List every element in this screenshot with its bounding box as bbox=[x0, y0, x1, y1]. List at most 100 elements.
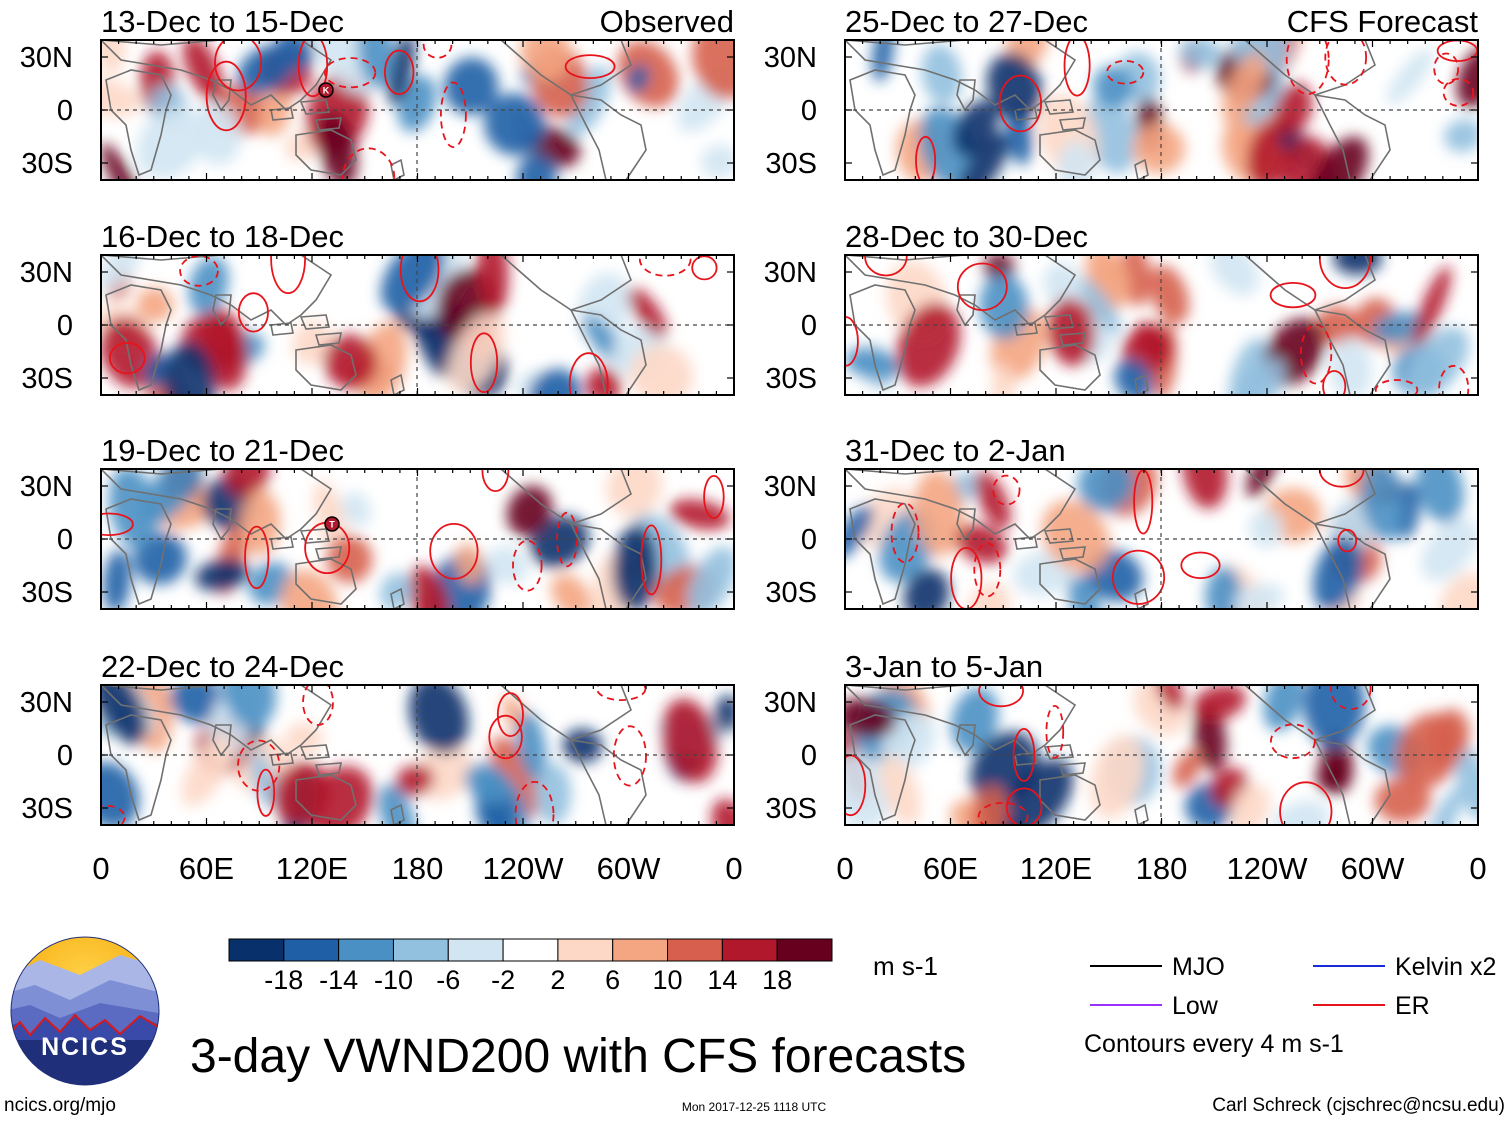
lon-label: 60W bbox=[1341, 851, 1405, 886]
lon-label: 60E bbox=[923, 851, 978, 886]
footer-timestamp: Mon 2017-12-25 1118 UTC bbox=[682, 1100, 827, 1114]
panel-ticks bbox=[100, 40, 735, 180]
colorbar-swatch bbox=[667, 938, 723, 962]
logo-text: NCICS bbox=[41, 1033, 129, 1061]
panel-ticks bbox=[100, 685, 735, 825]
anomaly-field bbox=[103, 469, 734, 609]
colorbar: -18 -14 -10 -6 -2 2 6 10 14 18 bbox=[228, 938, 833, 995]
panel-ticks bbox=[844, 685, 1479, 825]
lat-label: 30S bbox=[765, 363, 817, 395]
anomaly-field bbox=[845, 255, 1469, 395]
lat-label: 0 bbox=[57, 740, 73, 772]
panel-title: 16-Dec to 18-Dec bbox=[101, 219, 344, 254]
lon-label: 120W bbox=[1227, 851, 1309, 886]
lat-label: 30S bbox=[21, 793, 73, 825]
lat-label: 30N bbox=[764, 257, 817, 289]
lat-label: 30S bbox=[765, 793, 817, 825]
storm-marker bbox=[324, 516, 340, 532]
lat-label: 0 bbox=[57, 95, 73, 127]
panel-ticks bbox=[100, 255, 735, 395]
colorbar-swatch bbox=[228, 938, 285, 962]
column-header: CFS Forecast bbox=[1287, 4, 1479, 39]
er-contours bbox=[108, 255, 718, 395]
lat-label: 30S bbox=[21, 577, 73, 609]
colorbar-tick: -14 bbox=[319, 965, 358, 995]
colorbar-tick: 18 bbox=[762, 965, 792, 995]
storm-label: T bbox=[329, 520, 335, 530]
colorbar-swatch bbox=[338, 938, 394, 962]
lon-label: 0 bbox=[836, 851, 853, 886]
lat-label: 0 bbox=[801, 95, 817, 127]
lon-label: 0 bbox=[725, 851, 742, 886]
lat-label: 0 bbox=[57, 310, 73, 342]
panel-title: 19-Dec to 21-Dec bbox=[101, 433, 344, 468]
colorbar-swatch bbox=[557, 938, 614, 962]
longitude-axis: 0 60E 120E 180 120W 60W 0 0 60E 120E 180 120W 60W 0 bbox=[92, 851, 1486, 886]
colorbar-units: m s-1 bbox=[873, 951, 938, 981]
colorbar-swatch bbox=[721, 938, 778, 962]
map-panel: K 13-Dec to 15-Dec Observed 30N 0 30S bbox=[20, 4, 735, 181]
coastlines bbox=[101, 40, 647, 180]
map-panel: 25-Dec to 27-Dec CFS Forecast 30N 0 30S bbox=[764, 4, 1479, 181]
lat-label: 30S bbox=[765, 577, 817, 609]
panel-title: 28-Dec to 30-Dec bbox=[845, 219, 1088, 254]
er-contours bbox=[101, 469, 725, 596]
panel-title: 13-Dec to 15-Dec bbox=[101, 4, 344, 39]
colorbar-swatch bbox=[776, 938, 833, 962]
panel-ticks bbox=[844, 40, 1479, 180]
legend-label: Kelvin x2 bbox=[1395, 953, 1496, 981]
colorbar-tick: -6 bbox=[436, 965, 460, 995]
er-contours bbox=[205, 40, 616, 180]
lon-label: 120W bbox=[483, 851, 565, 886]
map-panel: T 19-Dec to 21-Dec 30N 0 30S bbox=[20, 433, 735, 610]
panel-title: 25-Dec to 27-Dec bbox=[845, 4, 1088, 39]
lat-label: 0 bbox=[801, 740, 817, 772]
panel-ticks bbox=[844, 469, 1479, 609]
map-panel: 31-Dec to 2-Jan 30N 0 30S bbox=[764, 433, 1479, 610]
lon-label: 60W bbox=[597, 851, 661, 886]
panels: K 13-Dec to 15-Dec Observed 30N 0 30S 16-Dec t… bbox=[20, 4, 1479, 826]
column-header: Observed bbox=[600, 4, 734, 39]
legend-label: Low bbox=[1172, 992, 1219, 1020]
panel-title: 3-Jan to 5-Jan bbox=[845, 649, 1043, 684]
colorbar-tick: -2 bbox=[491, 965, 515, 995]
colorbar-swatch bbox=[612, 938, 669, 962]
lon-label: 0 bbox=[92, 851, 109, 886]
lat-label: 0 bbox=[801, 524, 817, 556]
legend: MJO Kelvin x2 Low ER bbox=[1090, 953, 1496, 1020]
legend-label: MJO bbox=[1172, 953, 1225, 981]
anomaly-field bbox=[845, 685, 1478, 825]
lat-label: 0 bbox=[801, 310, 817, 342]
panel-ticks bbox=[100, 469, 735, 609]
storm-label: K bbox=[323, 86, 330, 96]
storm-marker bbox=[318, 82, 334, 98]
footer-url[interactable]: ncics.org/mjo bbox=[4, 1095, 116, 1116]
lon-label: 120E bbox=[276, 851, 348, 886]
map-panel: 22-Dec to 24-Dec 30N 0 30S bbox=[20, 649, 735, 826]
lat-label: 0 bbox=[57, 524, 73, 556]
colorbar-tick: 2 bbox=[550, 965, 565, 995]
coastlines bbox=[101, 685, 647, 825]
colorbar-swatch bbox=[447, 938, 504, 962]
lon-label: 180 bbox=[392, 851, 444, 886]
coastlines bbox=[845, 255, 1391, 395]
colorbar-swatch bbox=[502, 938, 559, 962]
lon-label: 0 bbox=[1469, 851, 1486, 886]
colorbar-tick: -10 bbox=[374, 965, 413, 995]
lon-label: 60E bbox=[179, 851, 234, 886]
coastlines bbox=[845, 40, 1391, 180]
ncics-logo: NCICS bbox=[10, 936, 160, 1086]
map-panel: 16-Dec to 18-Dec 30N 0 30S bbox=[20, 219, 735, 396]
coastlines bbox=[845, 685, 1391, 825]
colorbar-swatch bbox=[392, 938, 449, 962]
map-panel: 28-Dec to 30-Dec 30N 0 30S bbox=[764, 219, 1479, 396]
coastlines bbox=[101, 255, 647, 395]
lat-label: 30N bbox=[764, 471, 817, 503]
colorbar-tick: 6 bbox=[605, 965, 620, 995]
lat-label: 30N bbox=[20, 42, 73, 74]
colorbar-tick: -18 bbox=[264, 965, 303, 995]
lat-label: 30S bbox=[21, 363, 73, 395]
main-title: 3-day VWND200 with CFS forecasts bbox=[190, 1030, 966, 1083]
lat-label: 30N bbox=[764, 687, 817, 719]
er-contours bbox=[845, 255, 1470, 395]
